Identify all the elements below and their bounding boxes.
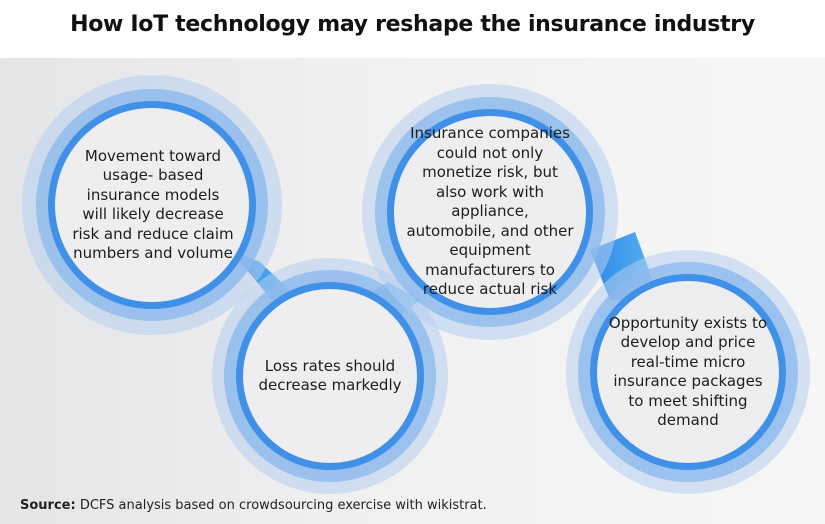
source-note: Source: DCFS analysis based on crowdsour… xyxy=(20,498,487,513)
circle-2-text: Loss rates should decrease markedly xyxy=(258,356,402,395)
circle-2 xyxy=(212,258,448,494)
source-text: DCFS analysis based on crowdsourcing exe… xyxy=(75,498,487,513)
source-label: Source: xyxy=(20,498,76,513)
circle-3 xyxy=(362,84,618,340)
page-title: How IoT technology may reshape the insur… xyxy=(70,12,755,37)
circle-4-text: Opportunity exists to develop and price … xyxy=(608,313,768,430)
circle-3-text: Insurance companies could not only monet… xyxy=(406,124,574,299)
circle-1-text: Movement toward usage- based insurance m… xyxy=(72,146,234,263)
circle-4 xyxy=(566,250,810,494)
circle-1 xyxy=(22,75,282,335)
